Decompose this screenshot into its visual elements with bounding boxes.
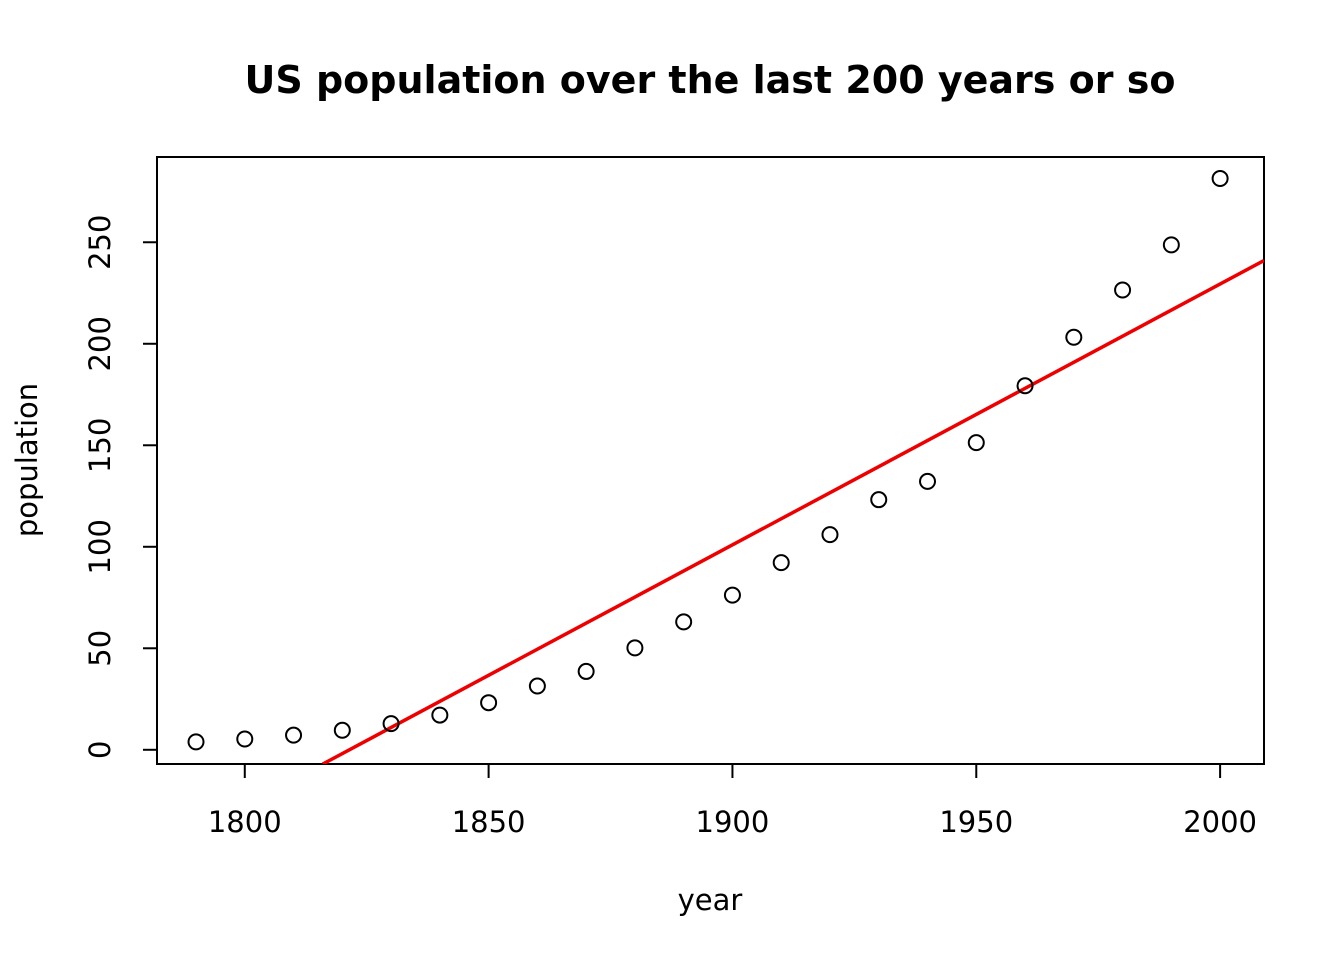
data-point	[333, 721, 351, 739]
data-point	[1114, 281, 1132, 299]
y-tick-label: 100	[83, 519, 117, 574]
y-axis: 0 50 100 150 200 250	[83, 215, 158, 759]
data-point	[1211, 170, 1229, 188]
x-tick-label: 2000	[1183, 805, 1257, 839]
data-point	[528, 677, 546, 695]
data-point	[1016, 377, 1034, 395]
fit-line-layer	[321, 258, 1264, 764]
points-layer	[187, 170, 1229, 751]
chart-title: US population over the last 200 years or…	[245, 58, 1176, 102]
data-point	[1065, 328, 1083, 346]
data-point	[187, 733, 205, 751]
data-point	[577, 662, 595, 680]
x-tick-label: 1950	[939, 805, 1013, 839]
y-tick-label: 250	[83, 215, 117, 270]
data-point	[870, 491, 888, 509]
data-point	[919, 472, 937, 490]
y-tick-label: 200	[83, 316, 117, 371]
x-tick-label: 1850	[452, 805, 526, 839]
data-point	[382, 715, 400, 733]
data-point	[967, 434, 985, 452]
data-point	[821, 526, 839, 544]
data-point	[772, 554, 790, 572]
x-axis: 1800 1850 1900 1950 2000	[208, 763, 1257, 839]
y-tick-label: 150	[83, 418, 117, 473]
y-tick-label: 0	[83, 741, 117, 759]
y-tick-label: 50	[83, 630, 117, 667]
data-point	[626, 639, 644, 657]
data-point	[236, 730, 254, 748]
fit-line	[321, 258, 1264, 764]
data-point	[1162, 236, 1180, 254]
plot-frame	[156, 156, 1265, 765]
data-point	[431, 706, 449, 724]
data-point	[480, 694, 498, 712]
data-point	[675, 613, 693, 631]
data-point	[723, 586, 741, 604]
x-tick-label: 1800	[208, 805, 282, 839]
data-point	[285, 726, 303, 744]
x-tick-label: 1900	[696, 805, 770, 839]
x-axis-label: year	[678, 883, 743, 917]
y-axis-label: population	[10, 383, 44, 537]
